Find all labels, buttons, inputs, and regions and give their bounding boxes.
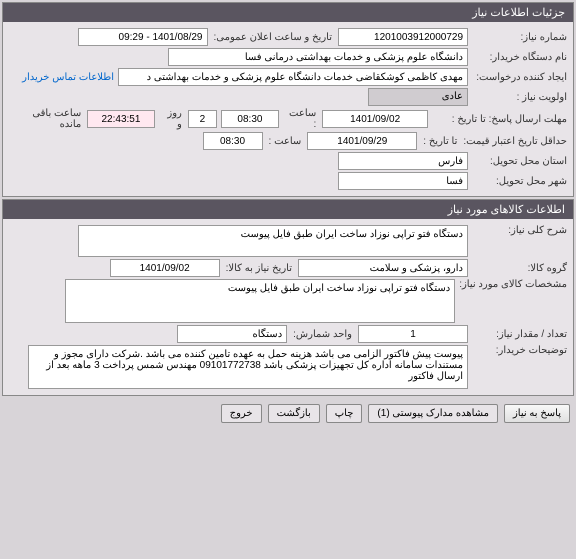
days-and-label: روز و [159, 108, 184, 130]
spec-label: مشخصات کالای مورد نیاز: [459, 279, 567, 290]
qty-field: 1 [358, 325, 468, 343]
footer-buttons: پاسخ به نیاز مشاهده مدارک پیوستی (1) چاپ… [0, 398, 576, 429]
price-time-label: ساعت : [267, 136, 304, 147]
panel1-header: جزئیات اطلاعات نیاز [3, 3, 573, 22]
group-label: گروه کالا: [472, 263, 567, 274]
announce-field: 1401/08/29 - 09:29 [78, 28, 208, 46]
notes-label: توضیحات خریدار: [472, 345, 567, 356]
unit-field: دستگاه [177, 325, 287, 343]
exit-button[interactable]: خروج [221, 404, 262, 423]
back-button[interactable]: بازگشت [268, 404, 320, 423]
spec-field: دستگاه فتو تراپی نوزاد ساخت ایران طبق فا… [65, 279, 455, 323]
panel2-body: شرح کلی نیاز: دستگاه فتو تراپی نوزاد ساخ… [3, 219, 573, 395]
countdown-field: 22:43:51 [87, 110, 154, 128]
deadline-time-field: 08:30 [221, 110, 279, 128]
creator-label: ایجاد کننده درخواست: [472, 72, 567, 83]
print-button[interactable]: چاپ [326, 404, 363, 423]
desc-label: شرح کلی نیاز: [472, 225, 567, 236]
unit-label: واحد شمارش: [291, 329, 354, 340]
panel2-header: اطلاعات کالاهای مورد نیاز [3, 200, 573, 219]
need-date-field: 1401/09/02 [110, 259, 220, 277]
price-time-field: 08:30 [203, 132, 263, 150]
deadline-time-label: ساعت : [283, 108, 318, 130]
org-name-field: دانشگاه علوم پزشکی و خدمات بهداشتی درمان… [168, 48, 468, 66]
contact-link[interactable]: اطلاعات تماس خریدار [22, 72, 114, 83]
need-details-panel: جزئیات اطلاعات نیاز شماره نیاز: 12010039… [2, 2, 574, 197]
need-number-field: 1201003912000729 [338, 28, 468, 46]
goods-info-panel: اطلاعات کالاهای مورد نیاز شرح کلی نیاز: … [2, 199, 574, 396]
days-count-field: 2 [188, 110, 217, 128]
priority-label: اولویت نیاز : [472, 92, 567, 103]
priority-field: عادی [368, 88, 468, 106]
city-field: فسا [338, 172, 468, 190]
province-label: استان محل تحویل: [472, 156, 567, 167]
creator-field: مهدی کاظمی کوشکقاضی خدمات دانشگاه علوم پ… [118, 68, 468, 86]
org-name-label: نام دستگاه خریدار: [472, 52, 567, 63]
province-field: فارس [338, 152, 468, 170]
view-docs-button[interactable]: مشاهده مدارک پیوستی (1) [368, 404, 498, 423]
price-validity-label: حداقل تاریخ اعتبار قیمت: [463, 136, 567, 147]
reply-button[interactable]: پاسخ به نیاز [504, 404, 570, 423]
deadline-label: مهلت ارسال پاسخ: تا تاریخ : [432, 114, 567, 125]
need-number-label: شماره نیاز: [472, 32, 567, 43]
panel1-body: شماره نیاز: 1201003912000729 تاریخ و ساع… [3, 22, 573, 196]
desc-field: دستگاه فتو تراپی نوزاد ساخت ایران طبق فا… [78, 225, 468, 257]
price-to-label: تا تاریخ : [421, 136, 459, 147]
need-date-label: تاریخ نیاز به کالا: [224, 263, 294, 274]
qty-label: تعداد / مقدار نیاز: [472, 329, 567, 340]
group-field: دارو، پزشکی و سلامت [298, 259, 468, 277]
notes-field: پیوست پیش فاکتور الزامی می باشد هزینه حم… [28, 345, 468, 389]
announce-label: تاریخ و ساعت اعلان عمومی: [212, 32, 335, 43]
deadline-date-field: 1401/09/02 [322, 110, 428, 128]
city-label: شهر محل تحویل: [472, 176, 567, 187]
countdown-suffix: ساعت باقی مانده [9, 108, 83, 130]
price-date-field: 1401/09/29 [307, 132, 417, 150]
